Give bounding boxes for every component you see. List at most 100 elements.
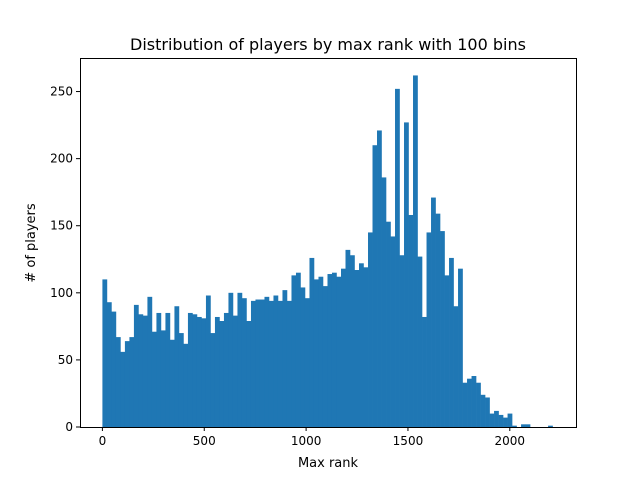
histogram-bar: [304, 298, 310, 427]
histogram-bar: [453, 306, 459, 427]
histogram-bar: [399, 255, 405, 427]
histogram-bar: [214, 316, 220, 427]
histogram-bar: [183, 343, 189, 427]
histogram-bar: [377, 130, 382, 427]
histogram-bar: [485, 397, 490, 427]
x-axis-label: Max rank: [298, 456, 359, 471]
y-tick-label: 250: [50, 85, 73, 99]
histogram-bar: [309, 257, 315, 427]
y-tick-label: 0: [65, 420, 73, 434]
histogram-bar: [147, 296, 153, 427]
y-axis-ticks: 0 50 100 150 200 250: [50, 85, 80, 434]
histogram-bar: [291, 275, 297, 427]
histogram-bar: [431, 197, 436, 427]
histogram-bar: [345, 249, 351, 427]
histogram-bar: [341, 268, 346, 427]
histogram-bar: [467, 378, 472, 427]
histogram-bar: [115, 337, 121, 427]
histogram-bar: [331, 272, 337, 427]
histogram-bar: [300, 287, 306, 427]
histogram-bar: [462, 382, 468, 427]
histogram-bar: [178, 333, 184, 427]
x-tick-label: 1000: [291, 434, 322, 448]
x-tick-label: 1500: [393, 434, 424, 448]
histogram-bar: [426, 232, 432, 427]
histogram-bar: [521, 424, 526, 427]
histogram-bar: [111, 311, 117, 427]
histogram-bar: [205, 295, 211, 427]
histogram-bar: [250, 300, 256, 427]
histogram-bar: [295, 272, 301, 427]
histogram-bar: [124, 341, 130, 427]
histogram-bar: [282, 290, 288, 427]
histogram-bar: [133, 304, 139, 427]
histogram-bar: [440, 231, 445, 427]
histogram-bar: [241, 298, 247, 427]
histogram-bar: [494, 410, 499, 427]
histogram-bar: [120, 351, 126, 427]
histogram-bar: [350, 255, 355, 427]
histogram-bar: [129, 337, 135, 427]
histogram-bar: [525, 424, 531, 427]
histogram-bar: [489, 413, 495, 427]
histogram-bar: [408, 214, 414, 427]
x-tick-label: 0: [99, 434, 107, 448]
histogram-bar: [507, 413, 513, 427]
histogram-bar: [187, 312, 193, 427]
histogram-bar: [390, 236, 396, 427]
histogram-bar: [363, 267, 369, 427]
histogram-bar: [138, 314, 144, 427]
y-tick-label: 150: [50, 219, 73, 233]
histogram-bar: [102, 279, 108, 427]
histogram-bar: [228, 292, 234, 427]
histogram-bar: [381, 177, 387, 427]
histogram-bar: [174, 306, 180, 427]
histogram-bar: [151, 331, 157, 427]
chart-title: Distribution of players by max rank with…: [130, 35, 526, 54]
histogram-bar: [201, 318, 207, 427]
histogram-bar: [142, 315, 148, 427]
histogram-bar: [169, 339, 175, 427]
histogram-bar: [435, 213, 441, 427]
histogram-bar: [476, 382, 481, 427]
histogram-bar: [354, 270, 360, 427]
y-tick-label: 100: [50, 286, 73, 300]
histogram-bar: [372, 145, 378, 427]
histogram-bar: [223, 312, 229, 427]
histogram-bar: [156, 312, 162, 427]
histogram-bar: [336, 276, 342, 427]
histogram-bar: [246, 321, 252, 427]
histogram-bar: [368, 232, 373, 427]
histogram-bar: [210, 333, 216, 427]
histogram-bar: [219, 321, 225, 427]
histogram-bar: [327, 274, 333, 427]
x-tick-label: 2000: [495, 434, 526, 448]
histogram-bar: [413, 75, 418, 427]
histogram-bar: [237, 292, 243, 427]
histogram-bar: [458, 268, 463, 427]
histogram-bar: [106, 302, 112, 427]
histogram-bar: [444, 275, 450, 427]
histogram-bar: [422, 316, 427, 427]
histogram-bar: [548, 425, 553, 427]
histogram-bar: [264, 296, 270, 427]
histogram-bar: [255, 299, 261, 427]
histogram-bar: [268, 300, 274, 427]
histogram-bar: [313, 279, 319, 427]
y-axis-label: # of players: [24, 203, 39, 283]
histogram-bar: [165, 312, 171, 427]
histogram-bar: [480, 394, 486, 427]
histogram-bar: [318, 276, 324, 427]
histogram-bar: [322, 286, 328, 427]
histogram-bar: [259, 299, 265, 427]
x-tick-label: 500: [193, 434, 216, 448]
histogram-bar: [471, 376, 477, 427]
histogram-bar: [277, 300, 283, 427]
x-axis-ticks: 0 500 1000 1500 2000: [99, 427, 525, 448]
histogram-bar: [512, 425, 517, 427]
histogram-bar: [503, 417, 508, 427]
histogram-bar: [404, 122, 409, 427]
histogram-bar: [417, 256, 423, 427]
histogram-bar: [386, 221, 391, 427]
